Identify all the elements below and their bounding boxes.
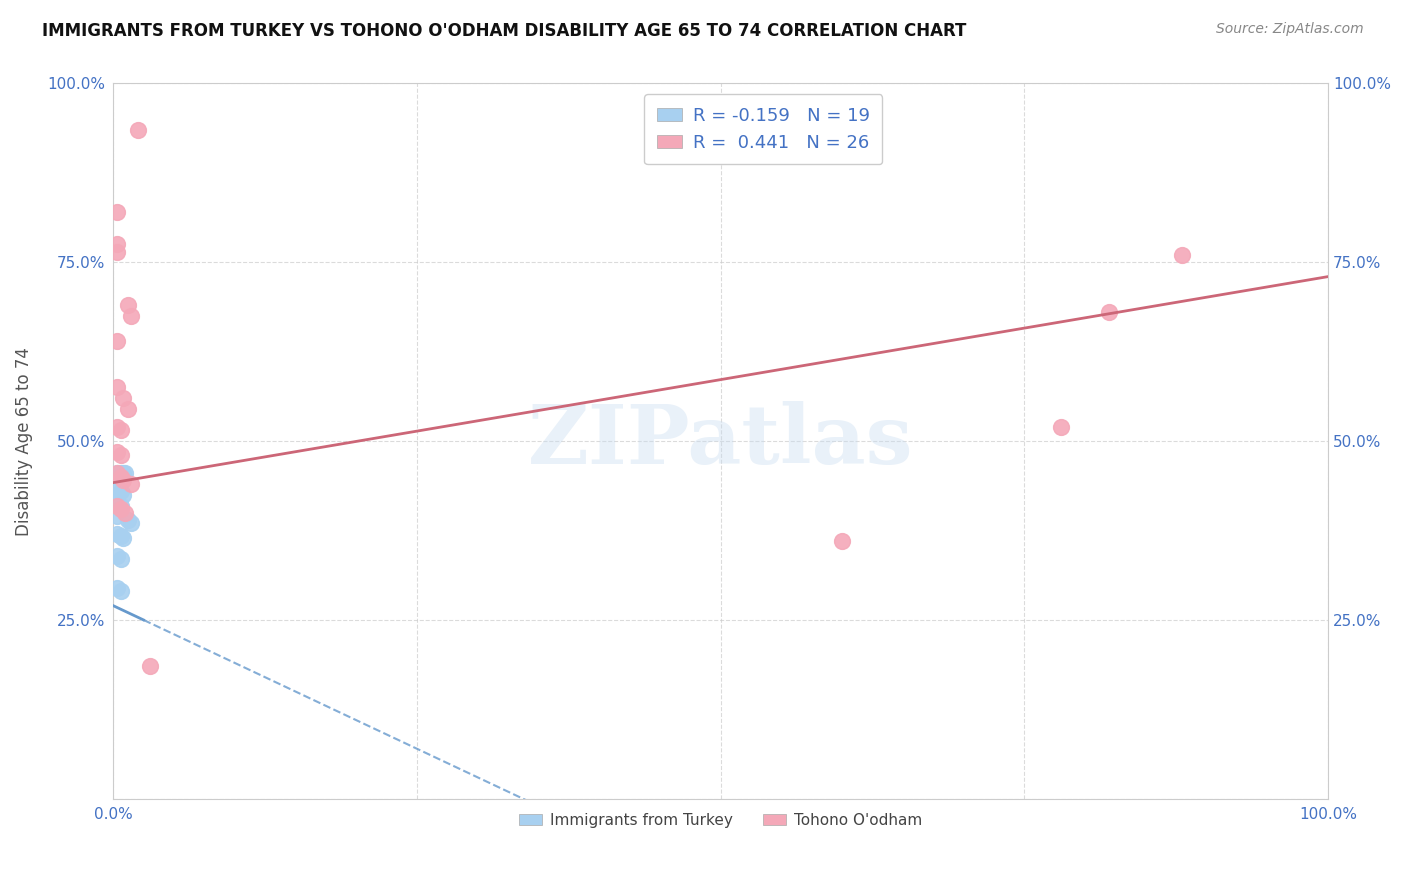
Point (110, 584, 132, 599)
Point (117, 513, 139, 527)
Point (105, 509, 128, 524)
Point (105, 334, 128, 348)
Point (110, 552, 132, 566)
Point (105, 205, 128, 219)
Point (105, 237, 128, 252)
Point (111, 474, 134, 488)
Point (105, 499, 128, 513)
Point (111, 391, 134, 405)
Point (114, 506, 136, 520)
Point (138, 659, 160, 673)
Point (110, 528, 132, 542)
Point (105, 467, 128, 481)
Point (105, 549, 128, 563)
Point (111, 531, 134, 545)
Text: IMMIGRANTS FROM TURKEY VS TOHONO O'ODHAM DISABILITY AGE 65 TO 74 CORRELATION CHA: IMMIGRANTS FROM TURKEY VS TOHONO O'ODHAM… (42, 22, 966, 40)
Point (110, 499, 132, 513)
Point (831, 534, 853, 549)
Point (117, 298, 139, 312)
Point (105, 484, 128, 499)
Point (1098, 305, 1121, 319)
Text: ZIPatlas: ZIPatlas (527, 401, 914, 481)
Point (1171, 248, 1194, 262)
Point (117, 401, 139, 416)
Point (105, 527, 128, 541)
Point (105, 420, 128, 434)
Point (105, 445, 128, 459)
Point (110, 449, 132, 463)
Point (110, 424, 132, 438)
Point (111, 488, 134, 502)
Legend: Immigrants from Turkey, Tohono O'odham: Immigrants from Turkey, Tohono O'odham (513, 807, 928, 834)
Point (111, 467, 134, 481)
Point (110, 502, 132, 516)
Point (120, 309, 142, 323)
Text: Source: ZipAtlas.com: Source: ZipAtlas.com (1216, 22, 1364, 37)
Point (127, 123, 149, 137)
Point (1050, 420, 1073, 434)
Point (105, 581, 128, 595)
Point (105, 495, 128, 509)
Point (105, 467, 128, 481)
Point (114, 467, 136, 481)
Point (120, 477, 142, 491)
Point (110, 467, 132, 481)
Point (120, 516, 142, 531)
Y-axis label: Disability Age 65 to 74: Disability Age 65 to 74 (15, 347, 32, 535)
Point (105, 244, 128, 259)
Point (105, 380, 128, 394)
Point (110, 484, 132, 499)
Point (110, 470, 132, 484)
